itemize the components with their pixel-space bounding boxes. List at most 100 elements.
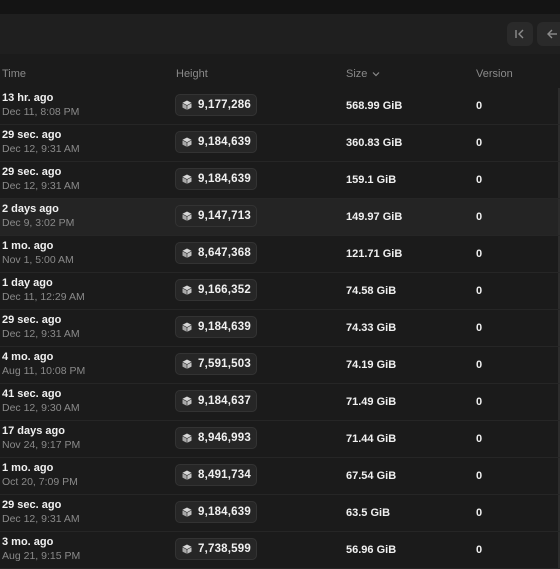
timestamp: Aug 21, 9:15 PM (2, 550, 81, 562)
height-value: 7,738,599 (198, 543, 251, 555)
size-value: 568.99 GiB (346, 100, 403, 112)
height-badge[interactable]: 9,184,639 (175, 131, 257, 153)
size-value: 74.58 GiB (346, 285, 397, 297)
timestamp: Nov 1, 5:00 AM (2, 254, 74, 266)
cube-icon (182, 174, 192, 184)
height-badge[interactable]: 9,166,352 (175, 279, 257, 301)
timestamp: Oct 20, 7:09 PM (2, 476, 78, 488)
height-value: 8,946,993 (198, 432, 251, 444)
height-value: 9,166,352 (198, 284, 251, 296)
first-page-icon (515, 29, 524, 39)
table-row[interactable]: 13 hr. ago Dec 11, 8:08 PM 9,177,286 568.99… (0, 88, 560, 125)
previous-page-button[interactable] (537, 22, 560, 46)
table-row[interactable]: 1 day ago Dec 11, 12:29 AM 9,166,352 74.58 … (0, 273, 560, 310)
size-value: 360.83 GiB (346, 137, 403, 149)
row-edge (558, 347, 560, 383)
version-value: 0 (476, 433, 483, 445)
size-value: 159.1 GiB (346, 174, 397, 186)
table-row[interactable]: 29 sec. ago Dec 12, 9:31 AM 9,184,639 74.33… (0, 310, 560, 347)
table-row[interactable]: 2 days ago Dec 9, 3:02 PM 9,147,713 149.97 … (0, 199, 560, 236)
column-header-height[interactable]: Height (176, 68, 208, 80)
column-header-size[interactable]: Size (346, 68, 380, 80)
timestamp: Dec 12, 9:31 AM (2, 180, 80, 192)
table-row[interactable]: 1 mo. ago Oct 20, 7:09 PM 8,491,734 67.54 G… (0, 458, 560, 495)
window-top-band (0, 0, 560, 14)
height-value: 7,591,503 (198, 358, 251, 370)
size-value: 121.71 GiB (346, 248, 403, 260)
height-badge[interactable]: 8,946,993 (175, 427, 257, 449)
height-value: 9,184,639 (198, 173, 251, 185)
height-badge[interactable]: 9,147,713 (175, 205, 257, 227)
column-header-time[interactable]: Time (2, 68, 27, 80)
cube-icon (182, 248, 192, 258)
size-value: 67.54 GiB (346, 470, 397, 482)
cube-icon (182, 544, 192, 554)
height-badge[interactable]: 9,184,637 (175, 390, 257, 412)
cube-icon (182, 359, 192, 369)
timestamp: Aug 11, 10:08 PM (2, 365, 86, 377)
timestamp: Dec 11, 12:29 AM (2, 291, 85, 303)
version-value: 0 (476, 544, 483, 556)
row-edge (558, 199, 560, 235)
height-value: 9,177,286 (198, 99, 251, 111)
height-badge[interactable]: 8,491,734 (175, 464, 257, 486)
time-ago: 1 day ago (2, 277, 53, 289)
row-edge (558, 236, 560, 272)
time-ago: 4 mo. ago (2, 351, 54, 363)
height-badge[interactable]: 7,738,599 (175, 538, 257, 560)
height-badge[interactable]: 9,184,639 (175, 168, 257, 190)
time-ago: 13 hr. ago (2, 92, 54, 104)
toolbar (0, 14, 560, 55)
height-badge[interactable]: 9,184,639 (175, 501, 257, 523)
version-value: 0 (476, 359, 483, 371)
version-value: 0 (476, 137, 483, 149)
height-badge[interactable]: 9,177,286 (175, 94, 257, 116)
height-value: 8,491,734 (198, 469, 251, 481)
arrow-left-icon (547, 29, 557, 39)
time-ago: 1 mo. ago (2, 462, 54, 474)
version-value: 0 (476, 211, 483, 223)
time-ago: 29 sec. ago (2, 129, 62, 141)
row-edge (558, 162, 560, 198)
timestamp: Dec 12, 9:31 AM (2, 513, 80, 525)
cube-icon (182, 396, 192, 406)
timestamp: Nov 24, 9:17 PM (2, 439, 81, 451)
table-row[interactable]: 29 sec. ago Dec 12, 9:31 AM 9,184,639 360.8… (0, 125, 560, 162)
version-value: 0 (476, 285, 483, 297)
table-row[interactable]: 29 sec. ago Dec 12, 9:31 AM 9,184,639 159.1… (0, 162, 560, 199)
row-edge (558, 310, 560, 346)
height-badge[interactable]: 7,591,503 (175, 353, 257, 375)
timestamp: Dec 9, 3:02 PM (2, 217, 75, 229)
column-header-version[interactable]: Version (476, 68, 513, 80)
version-value: 0 (476, 100, 483, 112)
height-value: 9,184,637 (198, 395, 251, 407)
version-value: 0 (476, 174, 483, 186)
row-edge (558, 495, 560, 531)
table-row[interactable]: 29 sec. ago Dec 12, 9:31 AM 9,184,639 63.5 … (0, 495, 560, 532)
cube-icon (182, 507, 192, 517)
size-value: 63.5 GiB (346, 507, 391, 519)
timestamp: Dec 12, 9:31 AM (2, 143, 80, 155)
height-badge[interactable]: 8,647,368 (175, 242, 257, 264)
timestamp: Dec 12, 9:30 AM (2, 402, 80, 414)
row-edge (558, 88, 560, 124)
table-row[interactable]: 41 sec. ago Dec 12, 9:30 AM 9,184,637 71.49… (0, 384, 560, 421)
time-ago: 29 sec. ago (2, 166, 62, 178)
version-value: 0 (476, 248, 483, 260)
table-header: Time Height Size Version (0, 54, 560, 92)
cube-icon (182, 433, 192, 443)
table-row[interactable]: 17 days ago Nov 24, 9:17 PM 8,946,993 71.44… (0, 421, 560, 458)
height-value: 9,147,713 (198, 210, 251, 222)
table-row[interactable]: 3 mo. ago Aug 21, 9:15 PM 7,738,599 56.96 G… (0, 532, 560, 569)
row-edge (558, 458, 560, 494)
table-row[interactable]: 1 mo. ago Nov 1, 5:00 AM 8,647,368 121.71 G… (0, 236, 560, 273)
row-edge (558, 384, 560, 420)
table-row[interactable]: 4 mo. ago Aug 11, 10:08 PM 7,591,503 74.19 … (0, 347, 560, 384)
first-page-button[interactable] (507, 22, 533, 46)
time-ago: 17 days ago (2, 425, 65, 437)
version-value: 0 (476, 507, 483, 519)
cube-icon (182, 137, 192, 147)
row-edge (558, 125, 560, 161)
height-badge[interactable]: 9,184,639 (175, 316, 257, 338)
size-value: 56.96 GiB (346, 544, 397, 556)
